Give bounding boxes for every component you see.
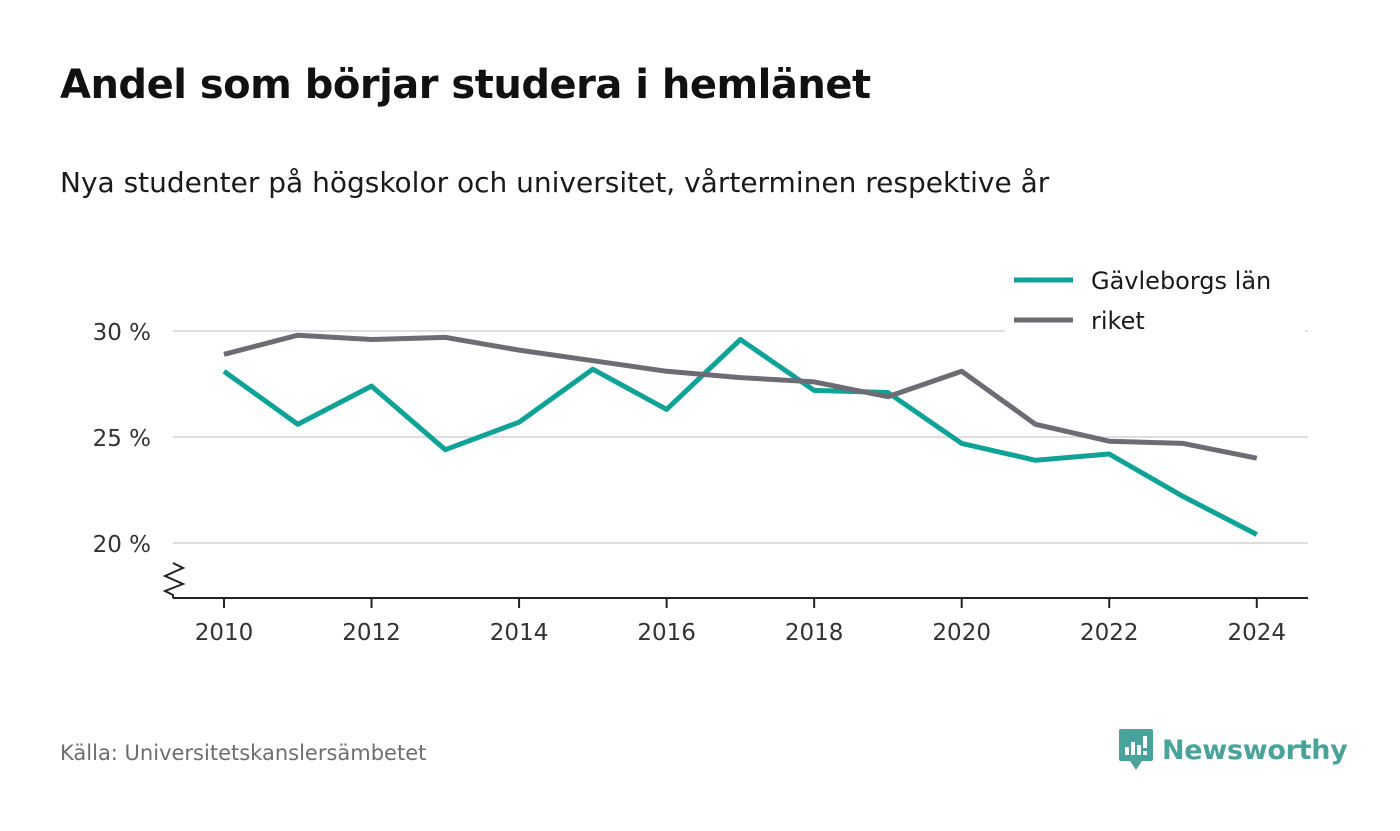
axis-break-icon [162, 562, 186, 598]
series-lines [222, 332, 1258, 537]
chart-title: Andel som börjar studera i hemlänet [60, 62, 871, 108]
x-tick-label: 2024 [1228, 620, 1287, 646]
legend-background [1005, 258, 1305, 336]
brand-name: Newsworthy [1162, 734, 1348, 766]
chart-subtitle: Nya studenter på högskolor och universit… [60, 166, 1050, 199]
series-line-0 [222, 337, 1258, 537]
brand-logo: Newsworthy [1118, 728, 1348, 772]
y-tick-label: 25 % [93, 426, 151, 452]
series-line-1 [223, 332, 1258, 461]
y-tick-label: 30 % [93, 320, 151, 346]
newsworthy-logo-icon [1119, 729, 1153, 770]
x-tick-label: 2014 [490, 620, 549, 646]
y-tick-label: 20 % [93, 532, 151, 558]
source-note: Källa: Universitetskanslersämbetet [60, 741, 427, 765]
grid-lines [173, 330, 1308, 544]
x-tick-label: 2022 [1080, 620, 1139, 646]
legend-label: riket [1091, 307, 1145, 335]
x-tick-label: 2020 [932, 620, 991, 646]
x-tick-label: 2012 [342, 620, 401, 646]
x-tick-label: 2018 [785, 620, 844, 646]
x-tick-label: 2010 [195, 620, 254, 646]
legend: Gävleborgs län riket [1005, 258, 1305, 336]
x-tick-label: 2016 [637, 620, 696, 646]
legend-label: Gävleborgs län [1091, 267, 1271, 295]
axes: 20 % 25 % 30 % 2010 2012 2014 2016 2018 2020 2022… [93, 320, 1308, 646]
